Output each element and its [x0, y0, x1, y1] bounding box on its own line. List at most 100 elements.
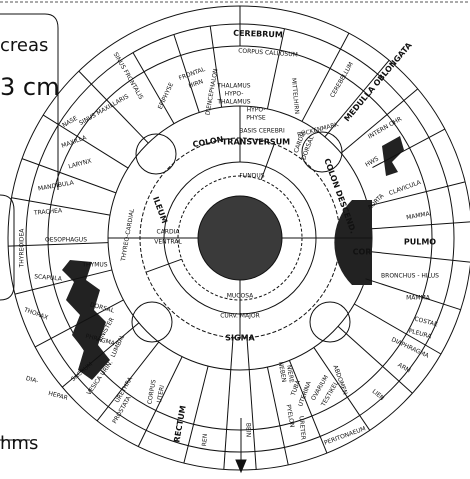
organ-label: COR	[353, 248, 372, 257]
organ-label: CORPUS	[146, 379, 157, 405]
side-bracket	[0, 194, 15, 301]
segment-line	[183, 365, 209, 464]
organ-label: FUNDUS	[239, 173, 264, 180]
organ-label: THALAMUS	[216, 99, 250, 106]
segment-line	[313, 347, 371, 431]
segment-line	[324, 59, 390, 138]
organ-label: NEBEN	[277, 361, 287, 383]
hws-mark	[382, 136, 404, 176]
organ-label: SCAPULA	[34, 273, 63, 282]
segment-line	[337, 325, 413, 394]
organ-label: SIGMA	[225, 334, 255, 343]
segment-line	[96, 341, 160, 422]
organ-label: HYPO-	[247, 107, 266, 114]
organ-label: SINUS MAXILLARIS	[78, 93, 130, 127]
organ-label: COSTAE	[414, 316, 439, 329]
side-panel	[0, 13, 59, 441]
node-circle	[131, 301, 173, 343]
organ-label: HYPO-	[225, 91, 244, 98]
segment-line	[14, 269, 113, 295]
segment-line	[78, 70, 149, 144]
organ-label: BASIS CEREBRI	[239, 128, 285, 135]
segment-line	[223, 337, 234, 470]
organ-label: UTERI	[156, 384, 166, 403]
side-note: 3 cm	[0, 73, 59, 101]
segment-line	[340, 88, 419, 154]
organ-label: EPIPHYSE	[157, 81, 176, 110]
segment-line	[246, 337, 257, 470]
segment-line	[367, 181, 466, 207]
segment-line	[137, 356, 183, 447]
organ-label: SINUS FRONTALIS	[112, 51, 145, 101]
segment-line	[42, 114, 129, 169]
organ-label: CARDIA	[157, 229, 181, 236]
organ-label: THYREOIDEA	[19, 228, 26, 269]
segment-line	[301, 32, 350, 122]
organ-label: MITTELHIRN	[290, 78, 300, 115]
organ-label: MEDULLA OBLONGATA	[342, 40, 414, 123]
segment-line	[61, 322, 140, 388]
organ-label: MAMMA	[406, 210, 431, 221]
organ-label: LIEN	[371, 388, 386, 402]
segment-line	[8, 242, 109, 247]
segment-line	[354, 303, 442, 355]
organ-label: CURV. MAJOR	[220, 313, 260, 320]
organ-label: ARM	[396, 362, 411, 375]
organ-label: RECTUM	[172, 405, 187, 443]
segment-line	[365, 278, 461, 311]
segment-line	[132, 52, 175, 124]
segment-line	[372, 128, 446, 169]
organ-label: HIRN	[188, 78, 204, 90]
organ-label: DIENCEPHALON	[204, 68, 219, 116]
organ-label: TRACHEA	[33, 207, 64, 217]
cor-region	[334, 200, 372, 285]
organ-label: FRONTAL	[178, 66, 207, 82]
organ-label: THYREO-CARDIAL	[120, 208, 136, 263]
organ-label: LARYNX	[68, 158, 93, 171]
node-circle	[309, 301, 351, 343]
segment-line	[11, 197, 111, 216]
organ-label: HEPAR	[48, 390, 69, 402]
segment-line	[34, 299, 124, 348]
segment-line	[266, 367, 289, 466]
rings	[7, 5, 470, 474]
side-note: hms	[0, 433, 38, 454]
segment-line	[260, 143, 275, 180]
organ-label: VENTRAL	[154, 239, 182, 246]
organ-label: PYELON	[285, 404, 296, 428]
organ-label: THALAMUS	[216, 83, 250, 90]
organ-label: DIAPHRAGMA	[390, 336, 430, 360]
organ-label: NIERE	[285, 365, 295, 384]
node-circle	[135, 133, 177, 175]
organ-label: MAMMA	[406, 295, 431, 302]
segment-line	[371, 221, 470, 230]
segment-line	[21, 158, 117, 194]
organ-label: PHYSE	[246, 115, 266, 122]
organ-label: CEREBRUM	[233, 29, 283, 40]
organ-label: BEIN	[245, 423, 252, 437]
segment-line	[173, 34, 200, 113]
organ-label: ILEUM	[151, 195, 169, 224]
organ-label: MAXILLA	[61, 134, 89, 150]
organ-label: COLON	[192, 135, 224, 149]
segment-line	[145, 258, 182, 273]
organ-label: CORPUS CALLOSUM	[238, 47, 298, 58]
organ-label: PULMO	[404, 238, 436, 247]
organ-label: CEREBELLUM	[329, 61, 355, 99]
arrow	[235, 418, 247, 474]
organ-label: MUCOSA	[227, 293, 254, 300]
pupil	[197, 195, 283, 281]
organ-label: OESOPHAGUS	[45, 237, 87, 244]
organ-label: THYMUS	[81, 262, 107, 269]
organ-label: CLAVICULA	[388, 179, 423, 197]
segment-line	[266, 28, 285, 109]
segment-line	[371, 251, 470, 263]
organ-label: BRONCHUS - HILUS	[381, 273, 439, 280]
organ-label: PLEURA	[408, 328, 433, 341]
side-note: creas	[0, 35, 48, 56]
organ-label: URETER	[297, 416, 306, 441]
organ-label: THORAX	[22, 306, 49, 321]
organ-label: DIA-	[25, 375, 39, 385]
segment-line	[209, 26, 223, 108]
